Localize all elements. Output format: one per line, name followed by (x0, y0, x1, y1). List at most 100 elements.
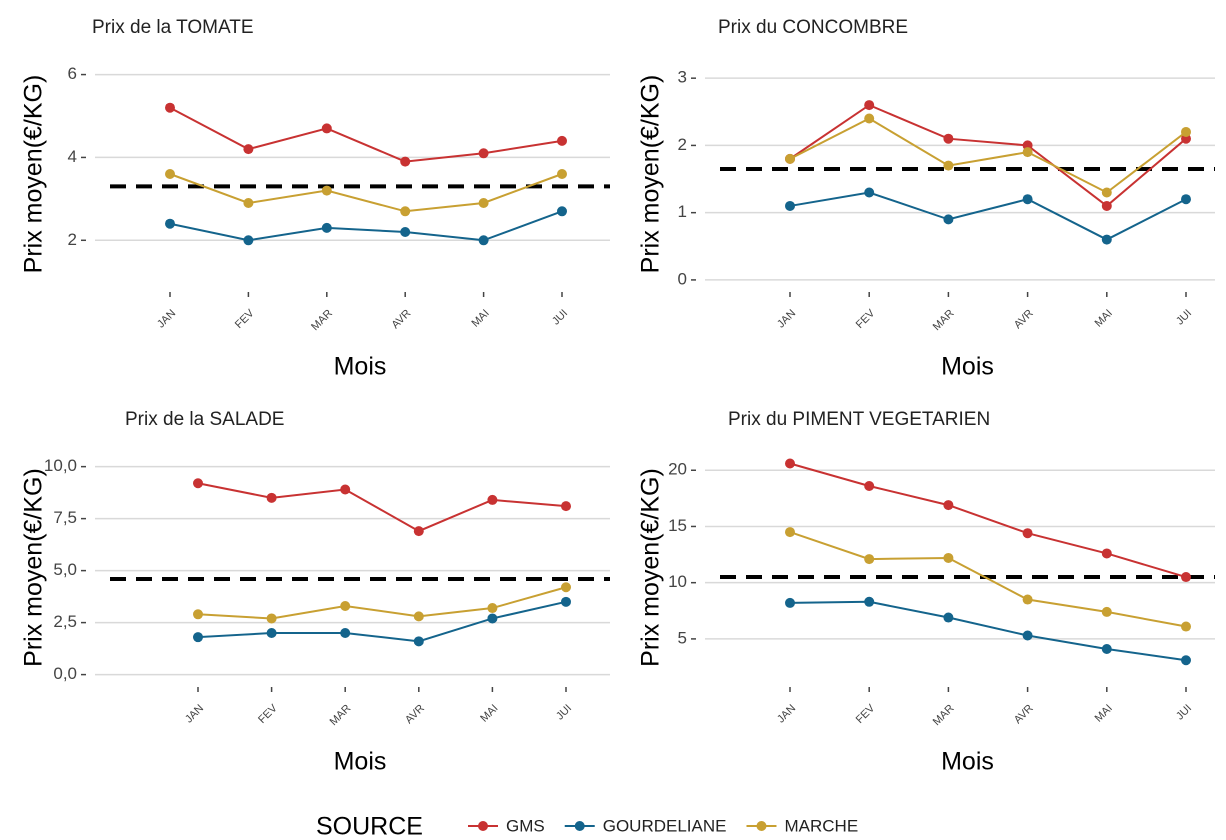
point (785, 597, 795, 608)
x-tick-label: AVR (1012, 307, 1036, 331)
point (266, 628, 277, 639)
point (785, 200, 795, 211)
x-tick-label: FEV (854, 307, 878, 331)
x-tick-label: AVR (403, 702, 427, 726)
x-tick-label: FEV (233, 307, 257, 331)
series-line (169, 173, 563, 213)
y-tick-label: 5,0 (53, 560, 77, 579)
chart-title: Prix de la TOMATE (92, 17, 254, 38)
x-axis-label: Mois (334, 748, 387, 776)
point (864, 596, 875, 607)
point (943, 500, 954, 511)
point (340, 628, 351, 639)
series-line (197, 482, 567, 533)
point (1101, 234, 1112, 245)
y-tick-label: 3 (678, 68, 687, 87)
series-line (789, 531, 1187, 628)
point (864, 187, 875, 198)
x-tick-label: JAN (155, 307, 178, 330)
point (193, 632, 203, 643)
point (1181, 572, 1191, 583)
point (487, 603, 498, 614)
y-tick-label: 10,0 (44, 456, 77, 475)
legend-key-point (478, 821, 488, 831)
series-line (169, 106, 563, 163)
legend-key-point (574, 821, 585, 831)
x-axis-label: Mois (941, 353, 994, 381)
point (340, 600, 351, 611)
y-tick-label: 2,5 (53, 612, 77, 631)
point (943, 214, 954, 225)
point (400, 206, 411, 217)
point (785, 527, 795, 538)
point (1101, 606, 1112, 617)
series-line (789, 462, 1187, 579)
x-tick-label: MAI (1093, 702, 1115, 724)
point (478, 198, 489, 208)
y-tick-label: 7,5 (53, 508, 77, 527)
x-tick-label: MAR (328, 702, 354, 728)
point (1022, 630, 1033, 641)
point (943, 133, 954, 144)
point (243, 198, 254, 208)
y-tick-label: 20 (668, 460, 687, 479)
point (557, 135, 567, 146)
y-tick-label: 2 (68, 230, 77, 249)
x-tick-label: JAN (775, 702, 798, 725)
series-line (197, 586, 567, 620)
x-tick-label: JUI (554, 702, 574, 722)
point (321, 222, 332, 233)
y-tick-label: 0 (678, 269, 687, 288)
y-axis-label: Prix moyen(€/KG) (20, 75, 48, 274)
point (561, 596, 571, 607)
point (557, 206, 567, 217)
point (413, 526, 424, 537)
y-tick-label: 0,0 (53, 664, 77, 683)
point (785, 458, 795, 469)
y-tick-label: 1 (678, 202, 687, 221)
x-tick-label: JUI (1174, 307, 1194, 327)
series-line (789, 117, 1187, 194)
point (478, 235, 489, 246)
point (1181, 655, 1191, 666)
y-axis-label: Prix moyen(€/KG) (637, 75, 665, 274)
series-line (789, 191, 1187, 241)
point (165, 102, 175, 113)
point (943, 160, 954, 171)
x-tick-label: MAR (931, 307, 957, 333)
point (1181, 621, 1191, 632)
x-tick-label: MAR (309, 307, 335, 333)
point (487, 613, 498, 624)
point (561, 501, 571, 512)
point (557, 169, 567, 179)
legend-title: SOURCE (316, 813, 423, 840)
legend-label: MARCHE (784, 816, 858, 835)
x-tick-label: JUI (550, 307, 570, 327)
series-line (789, 600, 1187, 662)
point (785, 153, 795, 164)
chart-title: Prix du CONCOMBRE (718, 17, 908, 38)
point (243, 144, 254, 155)
point (193, 609, 203, 620)
point (400, 227, 411, 237)
x-tick-label: JUI (1174, 702, 1194, 722)
x-axis-label: Mois (334, 353, 387, 381)
point (1022, 528, 1033, 539)
x-tick-label: FEV (256, 702, 280, 726)
x-tick-label: JAN (183, 702, 206, 725)
point (561, 582, 571, 593)
point (864, 480, 875, 491)
y-axis-label: Prix moyen(€/KG) (637, 468, 665, 667)
y-tick-label: 10 (668, 572, 687, 591)
point (864, 554, 875, 565)
x-tick-label: AVR (1012, 702, 1036, 726)
series-line (789, 103, 1187, 208)
point (1022, 194, 1033, 205)
legend-label: GOURDELIANE (603, 816, 727, 835)
chart-title: Prix du PIMENT VEGETARIEN (728, 409, 990, 430)
series-line (169, 210, 563, 242)
point (1101, 548, 1112, 559)
point (266, 613, 277, 624)
x-tick-label: AVR (389, 307, 413, 331)
point (165, 218, 175, 229)
